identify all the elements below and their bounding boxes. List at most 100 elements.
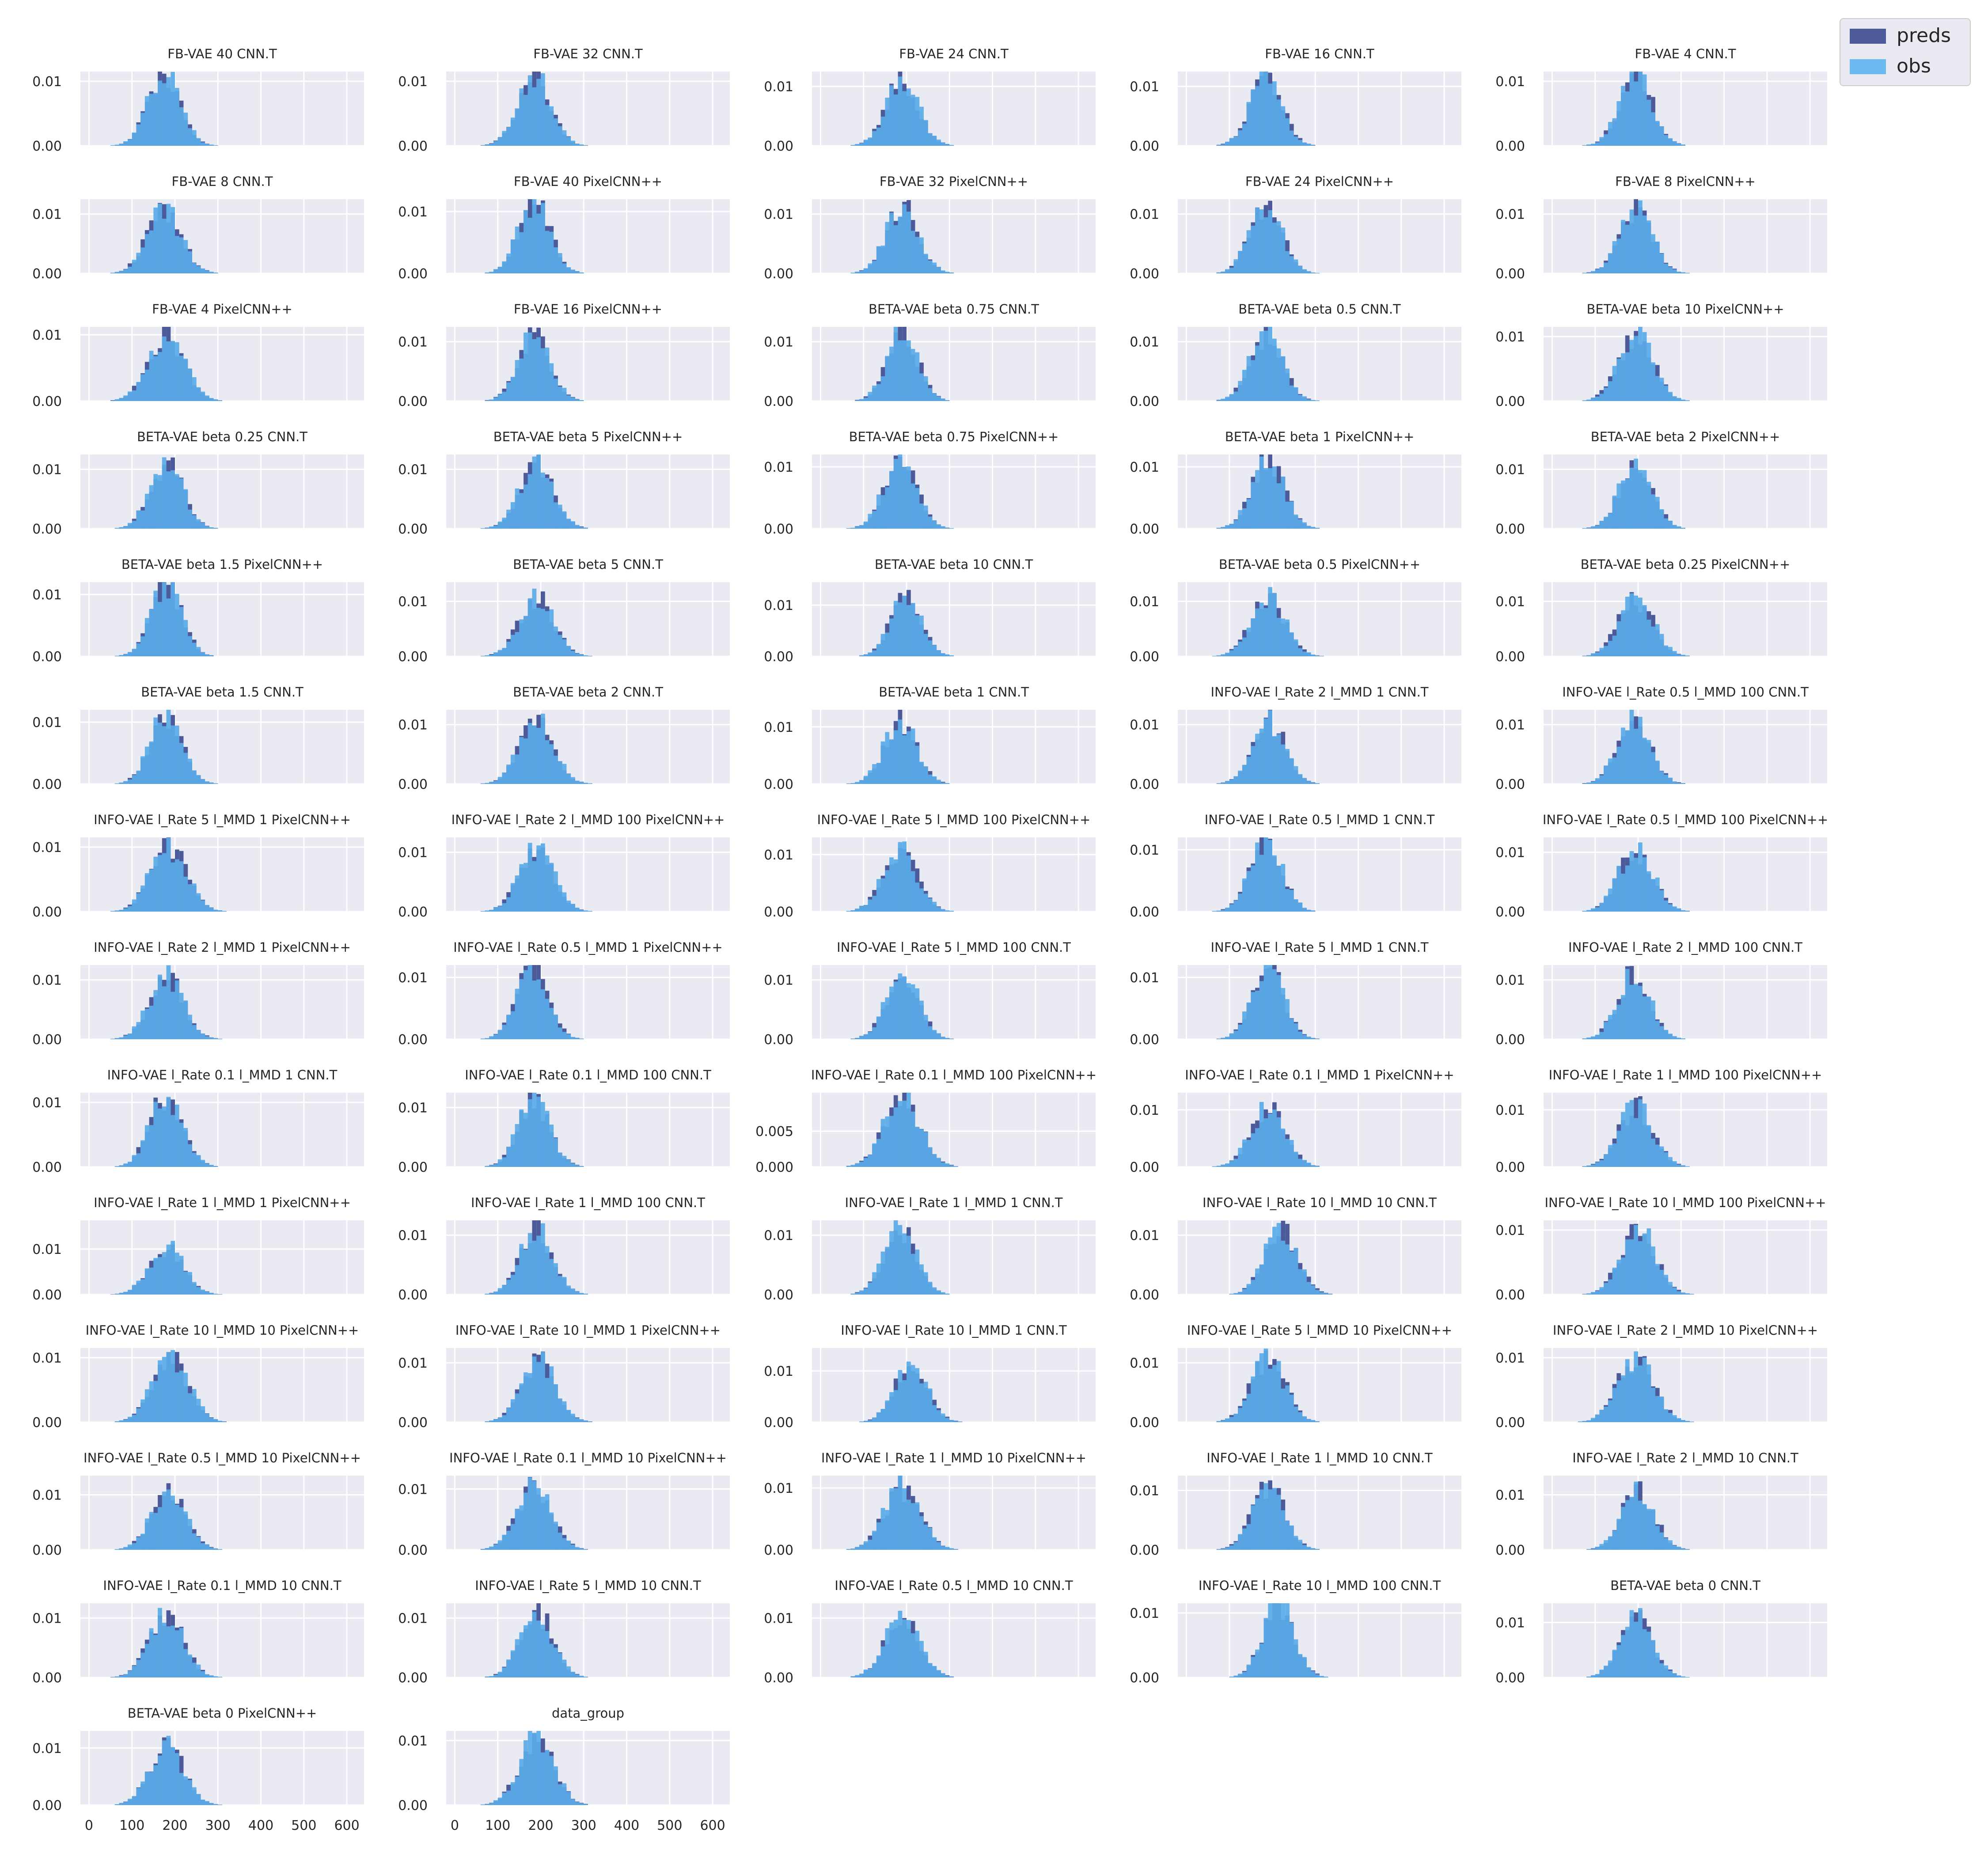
obs-bar [1289,1018,1294,1039]
y-tick-label: 0.01 [32,328,62,343]
obs-bar [1591,398,1595,401]
obs-bar [1315,655,1320,656]
obs-bar [1306,526,1311,529]
obs-bar [937,1542,941,1550]
obs-bar [1251,1280,1256,1295]
obs-bar [201,652,205,656]
obs-bar [1616,746,1621,784]
subplot-background [446,1603,730,1677]
obs-bar [1302,1416,1307,1422]
subplot-background [80,327,364,401]
obs-bar [919,237,924,273]
obs-bar [893,981,898,1039]
y-tick-label: 0.00 [32,1543,62,1558]
obs-bar [945,1418,950,1422]
obs-bar [937,1410,941,1422]
obs-bar [196,266,201,273]
obs-bar [162,986,167,1039]
obs-bar [519,1759,524,1805]
subplot-background [446,199,730,273]
obs-bar [1595,269,1600,273]
obs-bar [575,1547,580,1550]
obs-bar [1685,400,1690,401]
subplot-background [446,327,730,401]
obs-bar [1672,141,1677,146]
obs-bar [1612,366,1617,401]
obs-bar [510,1011,515,1039]
obs-bar [196,1287,201,1295]
obs-bar [898,842,903,912]
obs-bar [907,1361,911,1422]
obs-bar [196,1399,201,1422]
obs-bar [1642,857,1647,912]
obs-bar [1608,1536,1612,1550]
obs-bar [1582,1421,1587,1422]
obs-bar [549,744,554,784]
subplot-title: BETA-VAE beta 10 PixelCNN++ [1586,302,1784,317]
obs-bar [1285,1139,1290,1167]
obs-bar [1608,381,1612,401]
obs-bar [571,1799,575,1805]
obs-bar [183,876,188,912]
obs-bar [1599,1287,1604,1295]
y-tick-label: 0.00 [398,394,428,409]
obs-bar [1216,1166,1221,1167]
obs-bar [919,1641,924,1677]
obs-bar [205,781,209,784]
obs-bar [902,1619,907,1677]
y-tick-label: 0.00 [398,649,428,665]
obs-bar [196,1794,201,1805]
obs-bar [527,965,532,1039]
obs-bar [493,907,498,912]
obs-bar [575,653,580,656]
obs-bar [192,1533,197,1550]
obs-bar [558,504,562,529]
obs-bar [1302,1545,1307,1550]
obs-bar [945,1163,950,1167]
obs-bar [1664,645,1669,656]
obs-bar [541,203,545,273]
obs-bar [524,1740,528,1805]
obs-bar [893,1390,898,1422]
obs-bar [907,983,911,1039]
obs-bar [850,1294,855,1295]
obs-bar [175,474,179,529]
obs-bar [192,377,197,401]
obs-bar [132,521,137,529]
obs-bar [205,1801,209,1805]
obs-bar [1608,121,1612,146]
obs-bar [562,1155,567,1167]
obs-bar [1225,907,1229,912]
obs-bar [566,773,571,784]
obs-bar [1591,1292,1595,1295]
obs-bar [519,1505,524,1550]
subplot-title: BETA-VAE beta 1 CNN.T [879,685,1029,700]
obs-bar [153,990,158,1039]
obs-bar [1263,1618,1268,1677]
obs-bar [1647,619,1651,656]
obs-bar [183,489,188,529]
obs-bar [1642,1233,1647,1295]
y-tick-label: 0.01 [32,1741,62,1757]
obs-bar [1629,1100,1634,1167]
obs-bar [1298,1654,1303,1677]
obs-bar [192,515,197,529]
obs-bar [902,340,907,401]
obs-bar [1672,1415,1677,1422]
obs-bar [1263,468,1268,529]
obs-bar [566,1792,571,1805]
obs-bar [945,1294,950,1295]
subplot-background [812,1476,1096,1550]
obs-bar [1604,1154,1608,1167]
obs-bar [1616,1645,1621,1677]
obs-bar [222,911,227,912]
obs-bar [114,528,119,529]
obs-bar [519,979,524,1039]
obs-bar [140,1533,145,1550]
obs-bar [196,1030,201,1039]
obs-bar [1281,1389,1286,1422]
obs-bar [1595,652,1600,656]
obs-bar [158,1108,162,1167]
